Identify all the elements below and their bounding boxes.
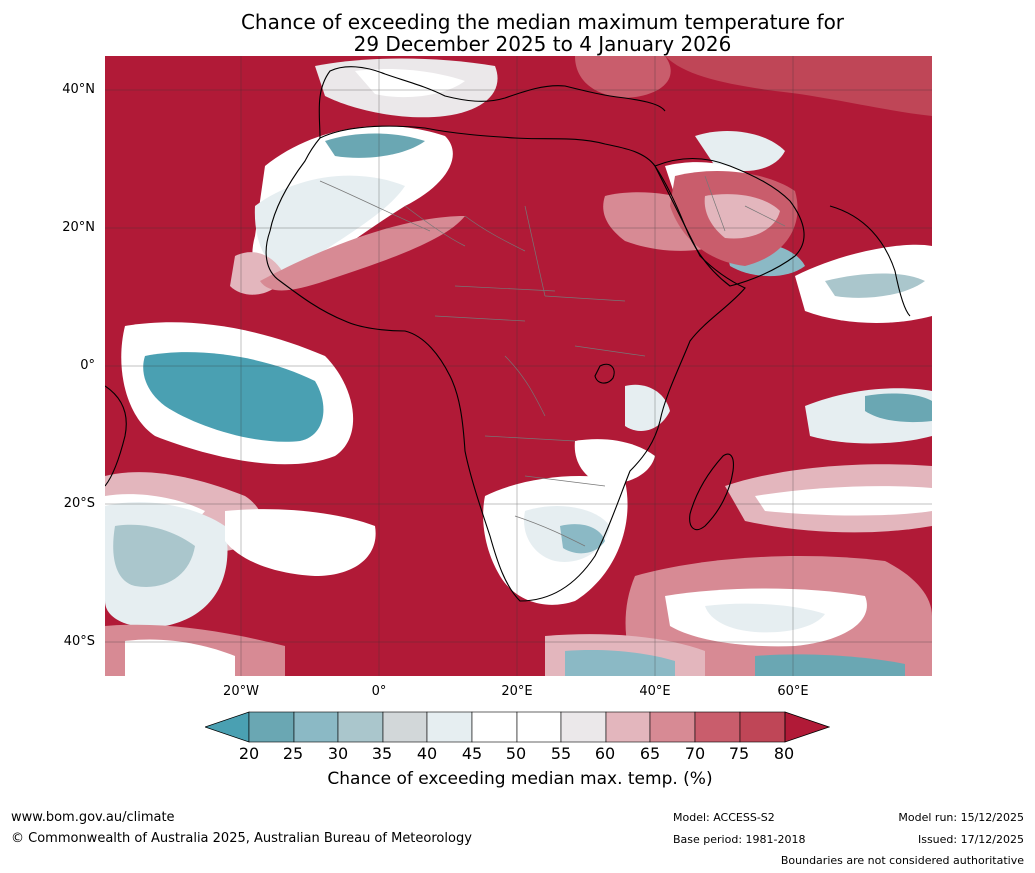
colorbar-25-30 [293,711,339,743]
colorbar-tick: 75 [728,744,750,763]
colorbar-above-arrow [784,711,830,743]
footer-disclaimer: Boundaries are not considered authoritat… [780,854,1024,867]
colorbar-tick: 55 [550,744,572,763]
lon-label-0: 0° [371,684,387,699]
colorbar-50-55 [516,711,562,743]
colorbar-60-65 [605,711,651,743]
colorbar-30-35 [337,711,384,743]
lat-label-20n: 20°N [62,220,95,235]
colorbar-below-arrow [205,711,250,743]
colorbar-20-25 [248,711,295,743]
colorbar-tick: 25 [282,744,304,763]
graticule [105,56,932,676]
colorbar-75-80 [739,711,786,743]
colorbar [205,711,830,743]
lat-label-40n: 40°N [62,82,95,97]
colorbar-45-50 [471,711,518,743]
colorbar-65-70 [649,711,696,743]
footer-url[interactable]: www.bom.gov.au/climate [11,810,175,825]
colorbar-tick: 80 [773,744,795,763]
lon-label-60e: 60°E [777,684,809,699]
colorbar-tick: 40 [416,744,438,763]
colorbar-tick: 70 [684,744,706,763]
lon-label-40e: 40°E [639,684,671,699]
lon-label-20w: 20°W [223,684,259,699]
colorbar-70-75 [694,711,741,743]
colorbar-tick: 60 [594,744,616,763]
forecast-shading [105,56,932,676]
colorbar-55-60 [560,711,607,743]
colorbar-tick: 45 [461,744,483,763]
colorbar-label: Chance of exceeding median max. temp. (%… [327,769,713,789]
footer-base-period: Base period: 1981-2018 [673,833,806,846]
lat-label-40s: 40°S [63,634,95,649]
colorbar-tick: 30 [327,744,349,763]
country-borders [319,175,786,547]
lat-label-0: 0° [80,358,95,373]
footer-model: Model: ACCESS-S2 [673,811,775,824]
footer-model-run: Model run: 15/12/2025 [898,811,1024,824]
lon-label-20e: 20°E [501,684,533,699]
forecast-map[interactable] [105,56,932,676]
map-title-line1: Chance of exceeding the median maximum t… [240,10,845,34]
colorbar-tick: 35 [371,744,393,763]
footer-issued: Issued: 17/12/2025 [917,833,1024,846]
colorbar-tick: 50 [505,744,527,763]
map-title-line2: 29 December 2025 to 4 January 2026 [353,32,732,56]
lat-label-20s: 20°S [63,496,95,511]
coastlines [105,66,911,602]
colorbar-40-45 [426,711,473,743]
colorbar-tick: 20 [238,744,260,763]
colorbar-35-40 [382,711,428,743]
colorbar-tick: 65 [639,744,661,763]
footer-copyright: © Commonwealth of Australia 2025, Austra… [11,831,472,846]
